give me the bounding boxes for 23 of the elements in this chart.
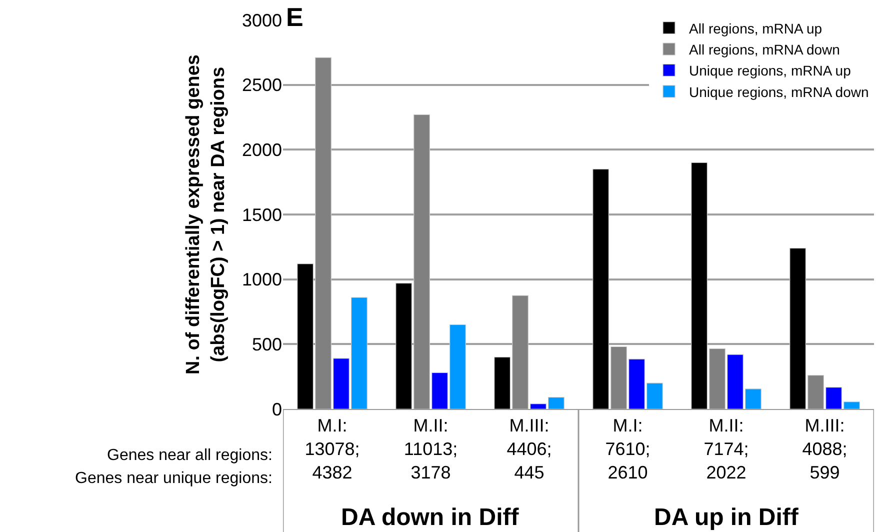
x-tick-label: M.II: 11013; 3178 <box>404 416 458 482</box>
legend-label: Unique regions, mRNA down <box>689 84 869 100</box>
x-tick-label: M.II: 7174; 2022 <box>704 416 749 482</box>
legend-label: All regions, mRNA up <box>689 20 822 36</box>
y-axis-title: N. of differentially expressed genes (abs(logFC) > 1) near DA regions <box>183 54 229 374</box>
legend-label: Unique regions, mRNA up <box>689 62 852 79</box>
x-tick-label: M.I: 7610; 2610 <box>605 416 650 482</box>
text: DA up in Diff <box>654 504 800 531</box>
y-tick-label: 2500 <box>242 75 282 96</box>
y-tick-label: 1500 <box>242 204 282 225</box>
y-tick-label: 3000 <box>242 10 282 30</box>
y-tick-label: 0 <box>272 399 282 420</box>
y-tick-label: 2000 <box>242 140 282 160</box>
y-tick-label: 500 <box>252 334 282 354</box>
text: Genes near unique regions: <box>75 470 272 487</box>
x-tick-label: M.I: 13078; 4382 <box>304 416 360 482</box>
x-tick-label: M.III: 4406; 445 <box>506 416 552 482</box>
chart-title: E <box>286 2 304 32</box>
text: Genes near all regions: <box>107 447 272 464</box>
text: DA down in Diff <box>341 504 520 531</box>
y-tick-label: 1000 <box>242 270 282 290</box>
legend-label: All regions, mRNA down <box>689 41 840 58</box>
x-tick-label: M.III: 4088; 599 <box>802 416 848 482</box>
